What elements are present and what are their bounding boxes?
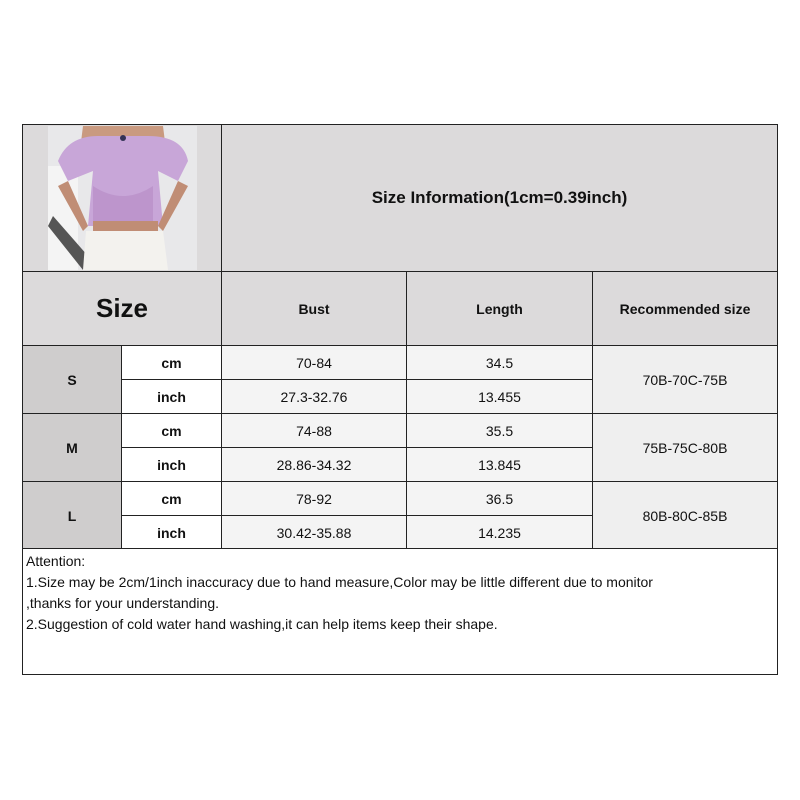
unit-cell: inch — [121, 379, 222, 414]
size-label: M — [22, 413, 122, 482]
recommended-size: 80B-80C-85B — [592, 481, 778, 550]
length-value: 36.5 — [406, 481, 593, 516]
bust-value: 78-92 — [221, 481, 407, 516]
attention-line: 1.Size may be 2cm/1inch inaccuracy due t… — [26, 574, 653, 590]
unit-cell: inch — [121, 515, 222, 550]
recommended-size: 75B-75C-80B — [592, 413, 778, 482]
length-value: 34.5 — [406, 345, 593, 380]
unit-cell: inch — [121, 447, 222, 482]
bust-value: 28.86-34.32 — [221, 447, 407, 482]
bust-value: 27.3-32.76 — [221, 379, 407, 414]
attention-line: 2.Suggestion of cold water hand washing,… — [26, 616, 498, 632]
bust-header: Bust — [221, 271, 407, 346]
length-value: 35.5 — [406, 413, 593, 448]
size-info-title: Size Information(1cm=0.39inch) — [221, 124, 778, 272]
attention-line: ,thanks for your understanding. — [26, 595, 220, 611]
length-value: 14.235 — [406, 515, 593, 550]
length-value: 13.845 — [406, 447, 593, 482]
bust-value: 70-84 — [221, 345, 407, 380]
product-image-cell — [22, 124, 222, 272]
unit-cell: cm — [121, 413, 222, 448]
product-image — [47, 126, 197, 270]
size-label: L — [22, 481, 122, 550]
unit-cell: cm — [121, 345, 222, 380]
unit-cell: cm — [121, 481, 222, 516]
size-header: Size — [22, 271, 222, 346]
attention-notes: Attention: 1.Size may be 2cm/1inch inacc… — [22, 548, 778, 675]
bust-value: 74-88 — [221, 413, 407, 448]
bust-value: 30.42-35.88 — [221, 515, 407, 550]
recommended-size: 70B-70C-75B — [592, 345, 778, 414]
length-header: Length — [406, 271, 593, 346]
recommended-header: Recommended size — [592, 271, 778, 346]
length-value: 13.455 — [406, 379, 593, 414]
size-label: S — [22, 345, 122, 414]
attention-heading: Attention: — [26, 553, 86, 569]
